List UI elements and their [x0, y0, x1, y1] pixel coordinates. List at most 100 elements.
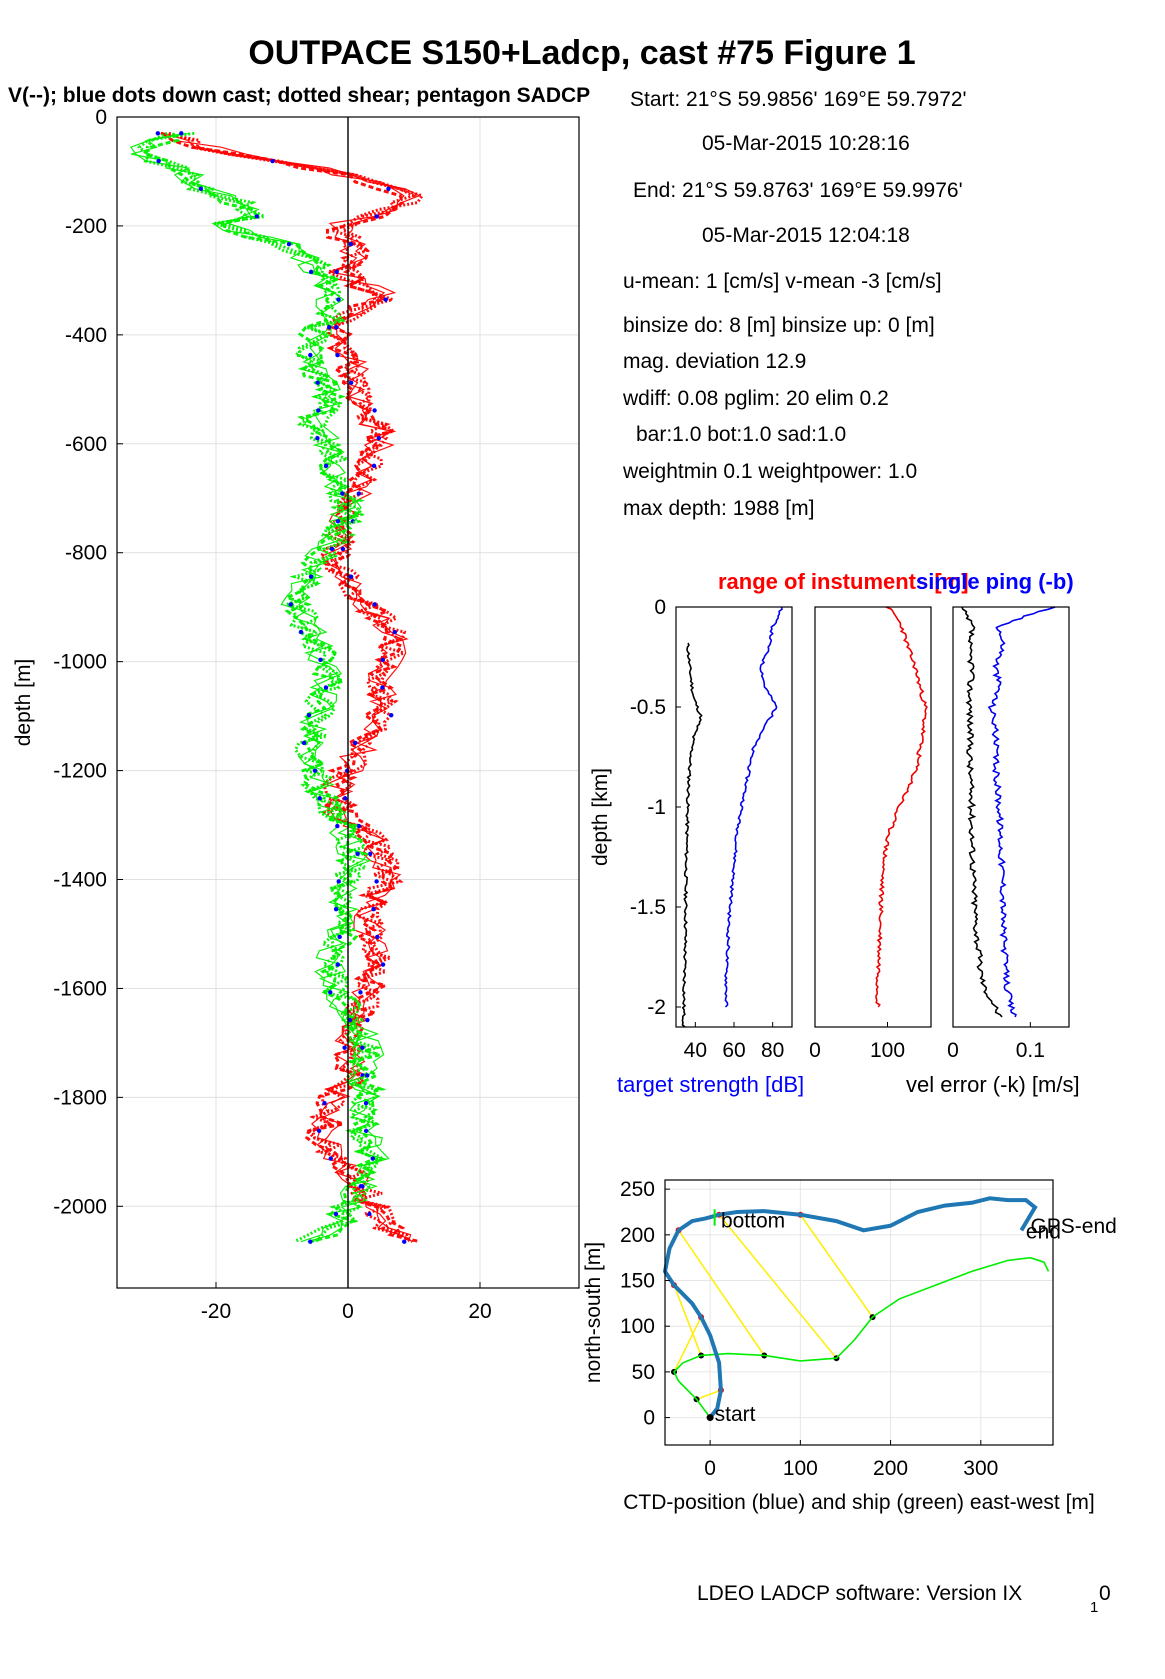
- downcast-dot: [336, 297, 341, 302]
- downcast-dot: [388, 713, 394, 718]
- downcast-dot: [356, 491, 362, 496]
- downcast-dot: [270, 158, 275, 164]
- downcast-dot: [348, 574, 354, 579]
- figure-title: OUTPACE S150+Ladcp, cast #75 Figure 1: [248, 34, 915, 72]
- downcast-dot: [372, 408, 377, 413]
- position-xlabel: CTD-position (blue) and ship (green) eas…: [623, 1491, 1095, 1514]
- position-panel: 0 100 200 300 0 50 100 150 200 250 start bottom endG…: [582, 1178, 1117, 1514]
- downcast-dot: [355, 851, 360, 856]
- x-tick-label: 300: [963, 1457, 998, 1480]
- downcast-dot: [370, 1156, 375, 1161]
- profile-series-line: [681, 642, 703, 1028]
- footer-subscript: 1: [1090, 1599, 1098, 1616]
- target-strength-xlabel: target strength [dB]: [617, 1072, 804, 1097]
- y-tick-label: 0: [95, 106, 107, 129]
- downcast-dot: [348, 241, 354, 247]
- vel-error-xlabel: vel error (-k) [m/s]: [906, 1072, 1080, 1097]
- downcast-dot: [323, 463, 329, 469]
- downcast-dot: [365, 1017, 370, 1023]
- downcast-dot: [371, 906, 376, 912]
- ship-ctd-connector: [673, 1284, 702, 1356]
- x-tick-label: 0.1: [1016, 1039, 1045, 1062]
- downcast-dot: [326, 325, 332, 330]
- downcast-dot: [344, 768, 350, 773]
- downcast-dot: [312, 768, 318, 773]
- y-tick-label: 100: [620, 1315, 655, 1338]
- y-tick-label: -1: [647, 796, 666, 819]
- y-tick-label: -1000: [53, 651, 107, 674]
- small-axes-frame: [952, 606, 1070, 1028]
- info-start-line: Start: 21°S 59.9856' 169°E 59.7972': [630, 88, 967, 111]
- velocity-series-line: [143, 131, 386, 1244]
- x-tick-label: -20: [201, 1300, 231, 1323]
- info-end-time: 05-Mar-2015 12:04:18: [702, 224, 910, 247]
- downcast-dot: [306, 713, 312, 718]
- ping-error-panel: 0 0.1: [947, 606, 1070, 1062]
- x-tick-label: 80: [761, 1039, 784, 1062]
- small-axes-frame: [814, 606, 932, 1028]
- downcast-dot: [367, 1211, 372, 1217]
- downcast-dot: [179, 131, 184, 136]
- downcast-dot: [334, 325, 339, 330]
- downcast-dot: [342, 1045, 347, 1050]
- downcast-dot: [376, 435, 382, 441]
- downcast-dot: [383, 297, 388, 302]
- downcast-dot: [348, 380, 354, 385]
- info-end-line: End: 21°S 59.8763' 169°E 59.9976': [633, 179, 963, 202]
- downcast-dot: [356, 823, 362, 829]
- y-tick-label: -1.5: [630, 896, 666, 919]
- info-weight: weightmin 0.1 weightpower: 1.0: [622, 460, 917, 483]
- downcast-dot: [358, 990, 363, 995]
- downcast-dot: [328, 990, 333, 995]
- x-tick-label: 0: [809, 1039, 821, 1062]
- ping-panel-title: single ping (-b): [916, 569, 1074, 594]
- x-tick-label: 100: [870, 1039, 905, 1062]
- downcast-dot: [155, 131, 161, 136]
- downcast-dot: [308, 574, 314, 579]
- downcast-dot: [374, 879, 379, 884]
- velocity-series-line: [137, 131, 383, 1243]
- downcast-dot: [340, 546, 346, 552]
- ship-ctd-connector: [718, 1214, 838, 1359]
- downcast-dot: [386, 186, 391, 191]
- downcast-dot: [333, 1211, 339, 1217]
- ship-ctd-connector: [696, 1389, 722, 1401]
- downcast-dot: [308, 1239, 313, 1244]
- x-tick-label: 60: [722, 1039, 745, 1062]
- downcast-dot: [333, 906, 339, 912]
- downcast-dot: [336, 879, 341, 884]
- profile-series-line: [724, 606, 783, 1008]
- y-tick-label: -400: [65, 324, 107, 347]
- downcast-dot: [329, 546, 335, 552]
- info-block: Start: 21°S 59.9856' 169°E 59.7972' 05-M…: [622, 88, 967, 520]
- downcast-dot: [315, 435, 320, 441]
- x-tick-label: 200: [873, 1457, 908, 1480]
- downcast-dot: [371, 463, 377, 469]
- ship-ctd-connector: [677, 1229, 765, 1356]
- downcast-dot: [308, 269, 314, 275]
- depth-km-ylabel: depth [km]: [589, 768, 612, 866]
- velocity-series-line: [131, 132, 390, 1243]
- downcast-dot: [402, 1239, 407, 1244]
- x-tick-label: 40: [684, 1039, 707, 1062]
- bottom-label: bottom: [721, 1210, 785, 1233]
- downcast-dot: [342, 796, 348, 801]
- y-tick-label: -0.5: [630, 696, 666, 719]
- downcast-dot: [340, 491, 345, 496]
- y-tick-label: -1400: [53, 869, 107, 892]
- y-tick-label: 250: [620, 1178, 655, 1201]
- downcast-dot: [380, 657, 386, 663]
- range-panel-title: range of instuments [m]: [718, 569, 969, 594]
- start-label: start: [715, 1403, 756, 1426]
- y-tick-label: -1200: [53, 760, 107, 783]
- velocity-ylabel: depth [m]: [12, 659, 35, 747]
- downcast-dot: [380, 685, 385, 690]
- profile-series-line: [987, 606, 1056, 1018]
- info-magdev: mag. deviation 12.9: [623, 350, 806, 373]
- small-axes-frame: [675, 606, 793, 1028]
- downcast-dot: [288, 602, 293, 607]
- x-tick-label: 100: [783, 1457, 818, 1480]
- downcast-dot: [301, 740, 307, 746]
- x-tick-label: 0: [704, 1457, 716, 1480]
- start-marker: [706, 1414, 714, 1422]
